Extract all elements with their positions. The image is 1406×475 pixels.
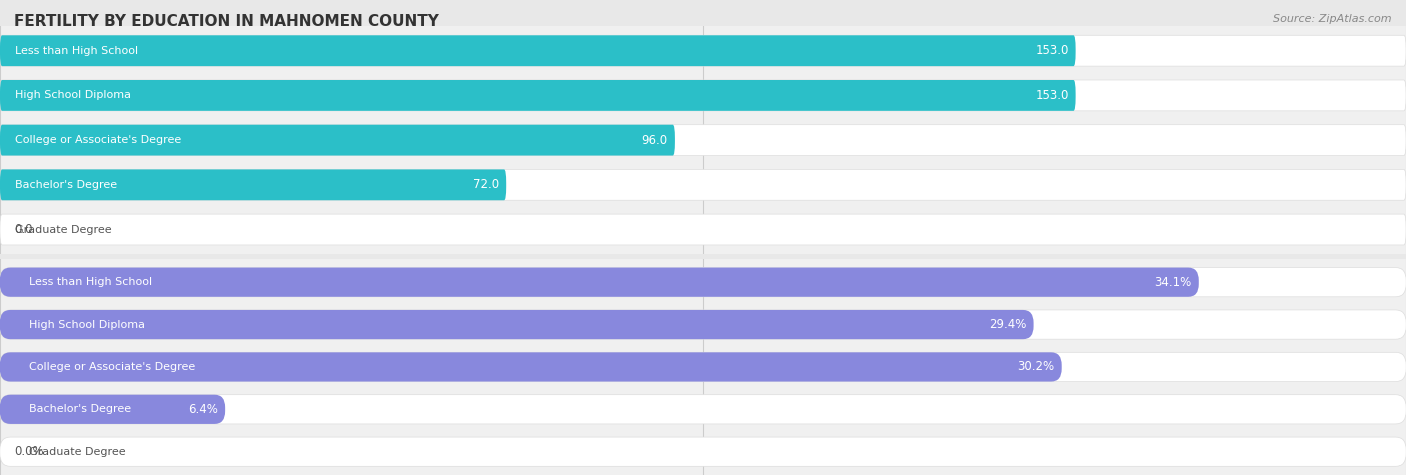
Text: Graduate Degree: Graduate Degree <box>15 225 111 235</box>
Text: 30.2%: 30.2% <box>1018 361 1054 373</box>
FancyBboxPatch shape <box>0 125 1406 155</box>
Text: Bachelor's Degree: Bachelor's Degree <box>28 404 131 414</box>
Text: Source: ZipAtlas.com: Source: ZipAtlas.com <box>1274 14 1392 24</box>
FancyBboxPatch shape <box>0 170 1406 200</box>
FancyBboxPatch shape <box>0 267 1406 297</box>
Text: Bachelor's Degree: Bachelor's Degree <box>15 180 117 190</box>
Text: College or Associate's Degree: College or Associate's Degree <box>28 362 195 372</box>
Text: 153.0: 153.0 <box>1035 44 1069 57</box>
Text: 6.4%: 6.4% <box>188 403 218 416</box>
Text: 72.0: 72.0 <box>472 178 499 191</box>
Text: High School Diploma: High School Diploma <box>28 320 145 330</box>
FancyBboxPatch shape <box>0 170 506 200</box>
FancyBboxPatch shape <box>0 35 1076 66</box>
Text: 29.4%: 29.4% <box>988 318 1026 331</box>
Text: 34.1%: 34.1% <box>1154 276 1191 289</box>
FancyBboxPatch shape <box>0 352 1062 381</box>
FancyBboxPatch shape <box>0 125 675 155</box>
FancyBboxPatch shape <box>0 310 1033 339</box>
Text: 0.0: 0.0 <box>14 223 32 236</box>
FancyBboxPatch shape <box>0 267 1199 297</box>
Text: High School Diploma: High School Diploma <box>15 90 131 100</box>
FancyBboxPatch shape <box>0 214 1406 245</box>
Text: 153.0: 153.0 <box>1035 89 1069 102</box>
FancyBboxPatch shape <box>0 35 1406 66</box>
Text: Less than High School: Less than High School <box>15 46 138 56</box>
Text: Graduate Degree: Graduate Degree <box>28 446 125 456</box>
FancyBboxPatch shape <box>0 310 1406 339</box>
FancyBboxPatch shape <box>0 352 1406 381</box>
Text: 0.0%: 0.0% <box>14 445 44 458</box>
FancyBboxPatch shape <box>0 395 1406 424</box>
FancyBboxPatch shape <box>0 437 1406 466</box>
Text: College or Associate's Degree: College or Associate's Degree <box>15 135 181 145</box>
FancyBboxPatch shape <box>0 395 225 424</box>
FancyBboxPatch shape <box>0 80 1406 111</box>
Text: FERTILITY BY EDUCATION IN MAHNOMEN COUNTY: FERTILITY BY EDUCATION IN MAHNOMEN COUNT… <box>14 14 439 29</box>
Text: Less than High School: Less than High School <box>28 277 152 287</box>
Text: 96.0: 96.0 <box>641 133 668 147</box>
FancyBboxPatch shape <box>0 80 1076 111</box>
